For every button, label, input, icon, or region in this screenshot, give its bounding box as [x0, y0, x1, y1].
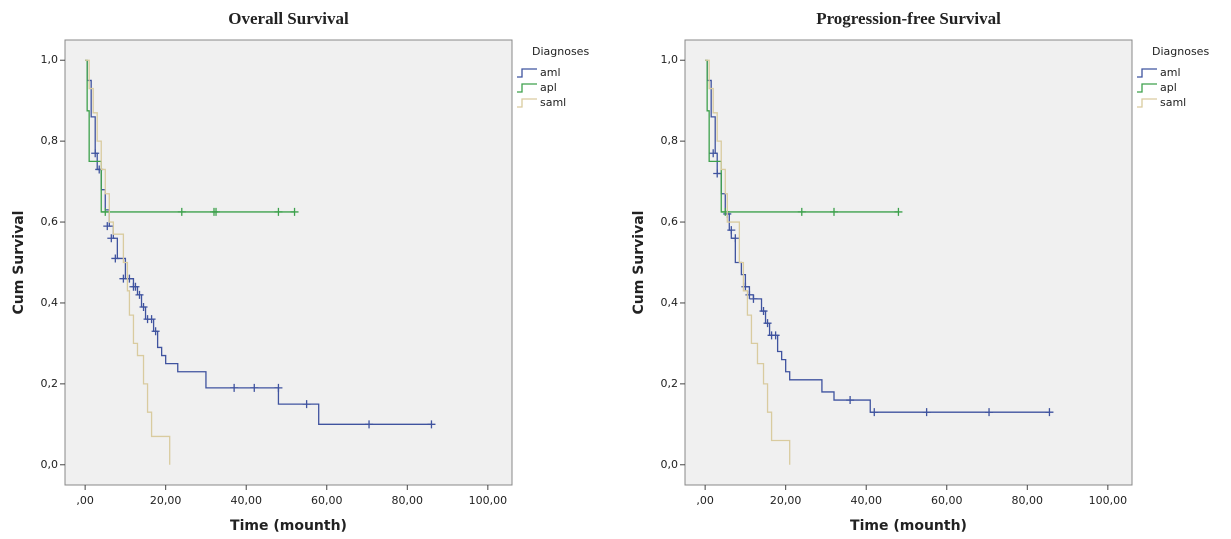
y-tick-label: 0,4: [661, 296, 679, 309]
legend-swatch: [1137, 98, 1157, 108]
censor-mark: [1045, 408, 1054, 417]
x-tick-label: 40,00: [230, 494, 262, 507]
censor-mark: [721, 207, 730, 216]
legend-swatch: [517, 98, 537, 108]
survival-curve: [85, 59, 171, 465]
censor-mark: [91, 149, 100, 158]
censor-mark: [212, 207, 221, 216]
censor-mark: [135, 290, 144, 299]
x-tick-label: 100,00: [1089, 494, 1128, 507]
legend-swatch: [1137, 68, 1157, 78]
censor-mark: [103, 222, 112, 231]
censor-mark: [731, 234, 740, 243]
censor-mark: [759, 307, 768, 316]
censor-mark: [139, 303, 148, 311]
censor-mark: [741, 282, 750, 291]
censor-mark: [763, 319, 772, 328]
survival-curve: [85, 59, 295, 213]
censor-mark: [713, 169, 722, 178]
legend-label: apl: [1160, 81, 1177, 94]
censor-mark: [427, 420, 436, 429]
y-tick-label: 0,8: [41, 134, 59, 147]
legend-label: apl: [540, 81, 557, 94]
censor-mark: [101, 207, 110, 216]
censor-mark: [274, 207, 283, 216]
survival-curve: [705, 59, 791, 465]
legend-label: saml: [1160, 96, 1186, 109]
censor-mark: [111, 254, 120, 263]
y-tick-label: 0,6: [661, 215, 679, 228]
y-tick-label: 1,0: [661, 53, 679, 66]
censor-mark: [771, 331, 780, 340]
x-tick-label: 80,00: [392, 494, 424, 507]
y-tick-label: 0,2: [41, 377, 59, 390]
censor-mark: [250, 383, 259, 392]
y-tick-label: 0,2: [661, 377, 679, 390]
censor-mark: [230, 383, 239, 392]
censor-mark: [131, 282, 140, 291]
legend-swatch: [517, 83, 537, 93]
x-tick-label: ,00: [76, 494, 94, 507]
legend-swatch: [1137, 83, 1157, 93]
survival-curve: [705, 59, 899, 213]
legend-label: aml: [1160, 66, 1181, 79]
legend-title: Diagnoses: [1152, 45, 1209, 58]
chart-title: Overall Survival: [228, 9, 349, 28]
x-tick-label: 100,00: [469, 494, 508, 507]
x-tick-label: 20,00: [150, 494, 182, 507]
censor-mark: [365, 420, 374, 429]
y-tick-label: 0,4: [41, 296, 59, 309]
censor-mark: [922, 408, 931, 417]
censor-mark: [727, 226, 736, 235]
censor-mark: [985, 408, 994, 417]
censor-mark: [302, 400, 311, 409]
censor-mark: [870, 408, 879, 417]
censor-mark: [846, 396, 855, 405]
censor-mark: [797, 207, 806, 216]
legend-title: Diagnoses: [532, 45, 589, 58]
censor-mark: [147, 315, 156, 324]
y-tick-label: 0,8: [661, 134, 679, 147]
y-tick-label: 0,6: [41, 215, 59, 228]
plot-area: [684, 39, 1133, 486]
y-tick-label: 1,0: [41, 53, 59, 66]
legend-label: saml: [540, 96, 566, 109]
x-tick-label: 60,00: [931, 494, 963, 507]
censor-mark: [274, 383, 283, 392]
legend-label: aml: [540, 66, 561, 79]
censor-mark: [709, 149, 718, 158]
y-axis-label: Cum Survival: [11, 211, 27, 315]
censor-mark: [749, 294, 758, 303]
chart-title: Progression-free Survival: [816, 9, 1001, 28]
censor-mark: [290, 207, 299, 216]
x-axis-label: Time (mounth): [230, 518, 347, 534]
censor-mark: [151, 327, 160, 336]
censor-mark: [107, 234, 116, 243]
plot-area: [64, 39, 513, 486]
censor-mark: [177, 207, 186, 216]
censor-mark: [830, 207, 838, 216]
x-tick-label: 80,00: [1012, 494, 1044, 507]
x-tick-label: ,00: [696, 494, 714, 507]
legend-swatch: [517, 68, 537, 78]
censor-mark: [125, 274, 134, 283]
censor-mark: [894, 207, 903, 216]
y-tick-label: 0,0: [41, 458, 59, 471]
x-axis-label: Time (mounth): [850, 518, 967, 534]
y-axis-label: Cum Survival: [631, 211, 647, 315]
x-tick-label: 20,00: [770, 494, 802, 507]
censor-mark: [745, 290, 754, 299]
x-tick-label: 60,00: [311, 494, 343, 507]
x-tick-label: 40,00: [850, 494, 882, 507]
y-tick-label: 0,0: [661, 458, 679, 471]
